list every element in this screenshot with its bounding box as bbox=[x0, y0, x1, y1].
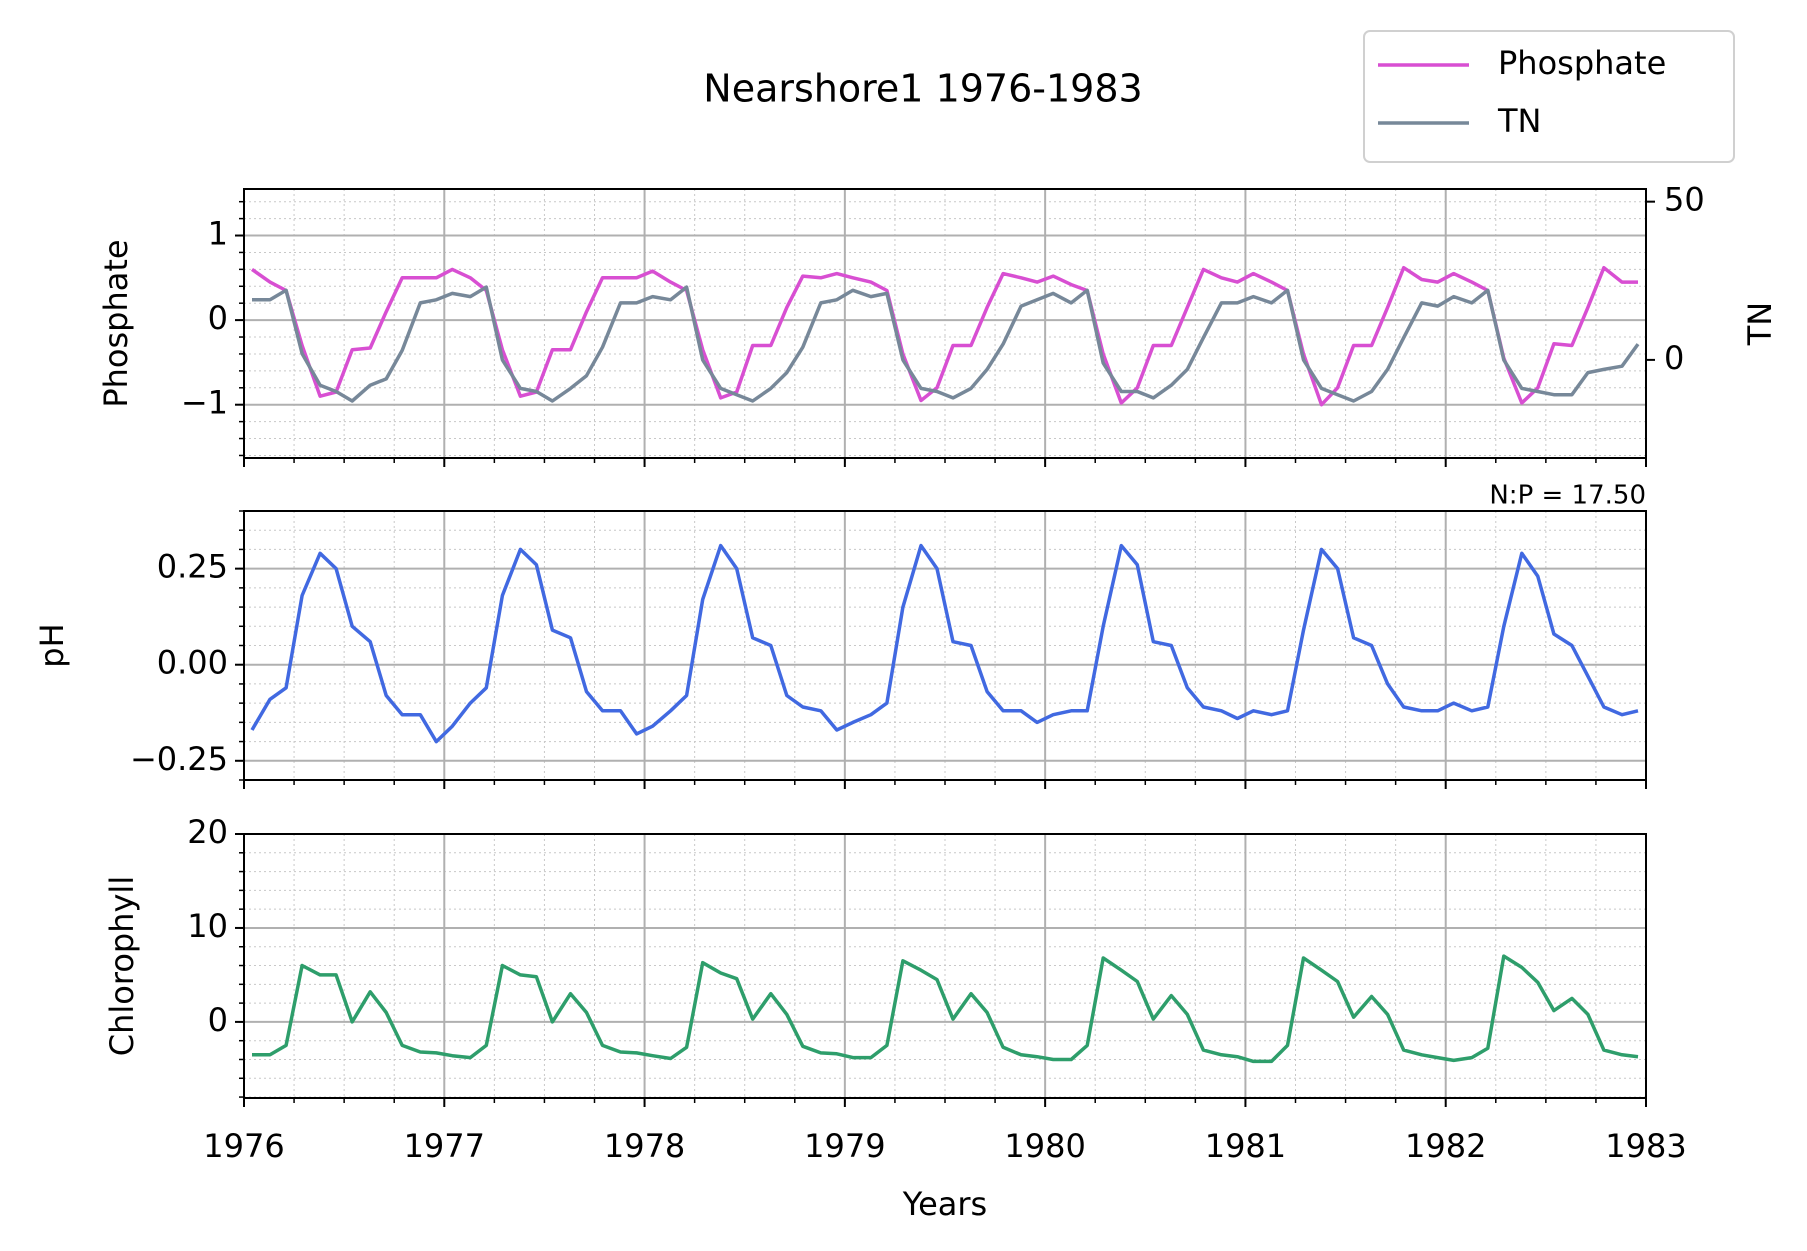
data-line bbox=[252, 954, 1639, 1064]
y2-tick-label: 0 bbox=[1664, 339, 1684, 377]
y-tick-label: 0.00 bbox=[157, 644, 228, 682]
x-tick-label: 1979 bbox=[804, 1127, 885, 1165]
axes-frame bbox=[243, 510, 1647, 781]
y-tick-label: 20 bbox=[187, 813, 228, 851]
data-line bbox=[252, 285, 1640, 403]
annotation: N:P = 17.50 bbox=[1489, 481, 1646, 511]
axes-frame bbox=[243, 188, 1647, 459]
y2-axis-label: TN bbox=[1741, 302, 1779, 346]
axes-frame bbox=[243, 833, 1647, 1099]
data-line bbox=[250, 543, 1639, 744]
x-tick-label: 1981 bbox=[1205, 1127, 1286, 1165]
chart-title: Nearshore1 1976-1983 bbox=[703, 67, 1142, 111]
y-tick-label: −1 bbox=[181, 384, 228, 422]
y-tick-label: 1 bbox=[208, 215, 228, 253]
y-tick-label: 0 bbox=[208, 299, 228, 337]
y-tick-label: 0.25 bbox=[157, 548, 228, 586]
y-axis-label: Phosphate bbox=[97, 239, 135, 407]
x-tick-label: 1980 bbox=[1004, 1127, 1085, 1165]
y2-tick-label: 50 bbox=[1664, 181, 1705, 219]
x-tick-label: 1976 bbox=[203, 1127, 284, 1165]
y-tick-label: −0.25 bbox=[130, 740, 228, 778]
x-tick-label: 1978 bbox=[604, 1127, 685, 1165]
legend-label: TN bbox=[1497, 102, 1541, 140]
y-tick-label: 0 bbox=[208, 1001, 228, 1039]
y-axis-label: Chlorophyll bbox=[103, 876, 141, 1056]
y-tick-label: 10 bbox=[187, 907, 228, 945]
legend-label: Phosphate bbox=[1498, 44, 1666, 82]
x-tick-label: 1977 bbox=[404, 1127, 485, 1165]
x-tick-label: 1983 bbox=[1605, 1127, 1686, 1165]
x-tick-label: 1982 bbox=[1405, 1127, 1486, 1165]
x-axis-label: Years bbox=[902, 1185, 987, 1223]
y-axis-label: pH bbox=[33, 623, 71, 667]
